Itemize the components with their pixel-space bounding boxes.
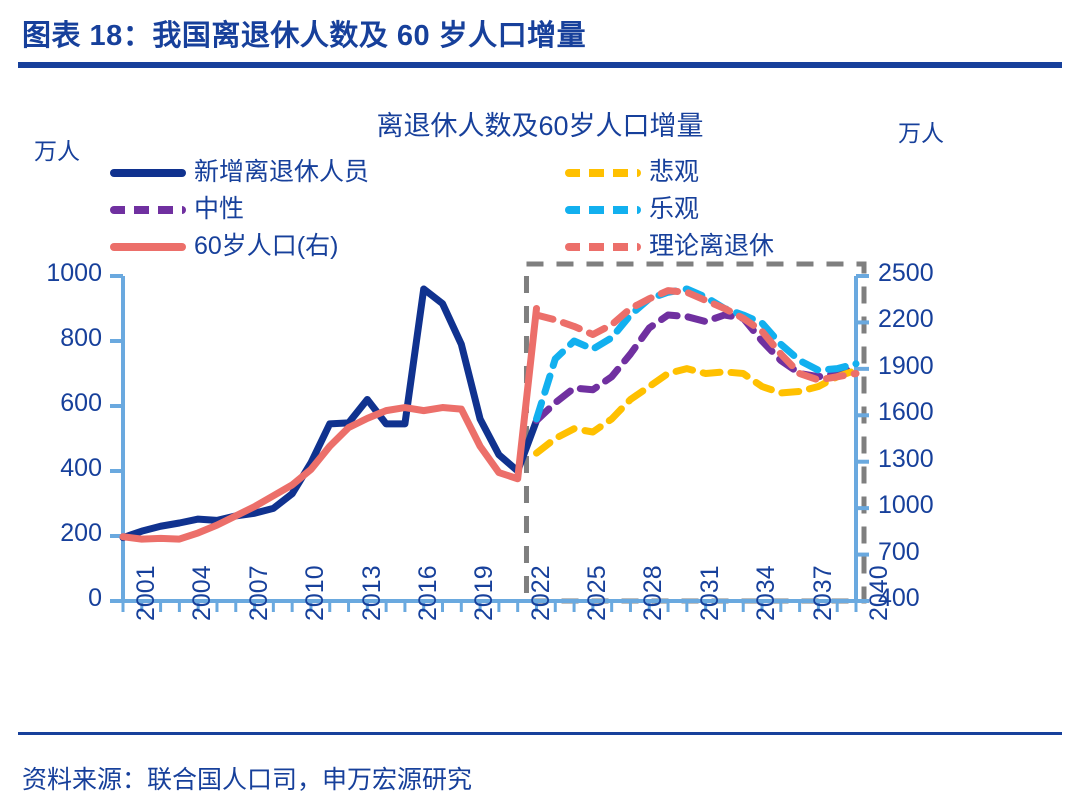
- chart-title: 离退休人数及60岁人口增量: [376, 111, 704, 141]
- right-axis-tick-label: 700: [878, 537, 920, 566]
- legend-item[interactable]: 中性: [110, 197, 244, 222]
- forecast-region-box: [523, 261, 867, 604]
- right-axis-tick-label: 1300: [878, 444, 934, 473]
- figure-footer: 资料来源：联合国人口司，申万宏源研究: [0, 732, 1080, 812]
- x-axis-tick-label: 2028: [639, 565, 668, 621]
- legend-label: 中性: [194, 195, 245, 223]
- right-axis-tick-label: 1000: [878, 491, 934, 520]
- left-axis-tick-label: 0: [88, 584, 102, 612]
- header-divider: [18, 62, 1062, 68]
- legend-swatch-icon: [110, 168, 186, 177]
- series-line-0: [119, 285, 540, 542]
- legend-item[interactable]: 悲观: [565, 160, 699, 185]
- figure-title: 图表 18：我国离退休人数及 60 岁人口增量: [22, 20, 587, 52]
- legend-item[interactable]: 乐观: [565, 197, 699, 222]
- series-line-3: [532, 365, 860, 457]
- figure-header: 图表 18：我国离退休人数及 60 岁人口增量: [0, 0, 1080, 72]
- legend-swatch-icon: [565, 168, 641, 177]
- legend-label: 乐观: [649, 195, 700, 223]
- x-axis-tick-label: 2004: [188, 565, 217, 621]
- x-axis-tick-label: 2007: [244, 565, 273, 621]
- chart-legend: 新增离退休人员 中性 60岁人口(右) 悲观乐观理论离退休: [110, 160, 910, 270]
- left-axis-tick-label: 800: [60, 324, 102, 352]
- source-note: 资料来源：联合国人口司，申万宏源研究: [22, 766, 473, 794]
- series-line-2: [119, 305, 540, 543]
- x-axis-tick-label: 2022: [526, 565, 555, 621]
- x-axis-tick-label: 2031: [695, 565, 724, 621]
- legend-swatch-icon: [110, 205, 186, 214]
- left-axis-unit: 万人: [34, 138, 80, 164]
- x-axis-tick-label: 2010: [301, 565, 330, 621]
- right-axis-tick-label: 400: [878, 584, 920, 612]
- legend-item[interactable]: 60岁人口(右): [110, 234, 338, 259]
- footer-divider: [18, 732, 1062, 735]
- series-line-5: [532, 287, 860, 384]
- x-axis-tick-label: 2013: [357, 565, 386, 621]
- left-axis-tick-label: 400: [60, 454, 102, 482]
- right-axis-tick-label: 2200: [878, 305, 934, 334]
- x-axis-tick-label: 2016: [413, 565, 442, 621]
- legend-swatch-icon: [565, 242, 641, 251]
- plot-svg: [110, 261, 869, 612]
- left-axis-tick-label: 200: [60, 519, 102, 547]
- series-line-4: [532, 285, 860, 423]
- legend-label: 60岁人口(右): [194, 232, 339, 260]
- right-axis-unit: 万人: [898, 120, 944, 146]
- legend-swatch-icon: [110, 242, 186, 251]
- legend-label: 悲观: [649, 158, 700, 186]
- legend-label: 理论离退休: [649, 232, 775, 260]
- x-axis-tick-label: 2037: [808, 565, 837, 621]
- x-axis-tick-label: 2025: [583, 565, 612, 621]
- legend-item[interactable]: 理论离退休: [565, 234, 774, 259]
- chart-container: 万人 万人 离退休人数及60岁人口增量 新增离退休人员 中性 60岁人口(右) 悲观乐…: [0, 72, 1080, 732]
- plot-area: [0, 72, 1080, 732]
- left-axis-tick-label: 600: [60, 389, 102, 417]
- right-axis-tick-label: 1900: [878, 351, 934, 380]
- x-axis-tick-label: 2001: [132, 565, 160, 621]
- x-axis-tick-label: 2040: [865, 565, 893, 621]
- x-axis-tick-label: 2019: [470, 565, 499, 621]
- left-axis-tick-label: 1000: [46, 259, 102, 287]
- legend-item[interactable]: 新增离退休人员: [110, 160, 369, 185]
- x-axis-tick-label: 2034: [752, 565, 781, 621]
- right-axis-tick-label: 2500: [878, 259, 934, 287]
- legend-swatch-icon: [565, 205, 641, 214]
- right-axis-tick-label: 1600: [878, 398, 934, 427]
- legend-label: 新增离退休人员: [194, 158, 370, 186]
